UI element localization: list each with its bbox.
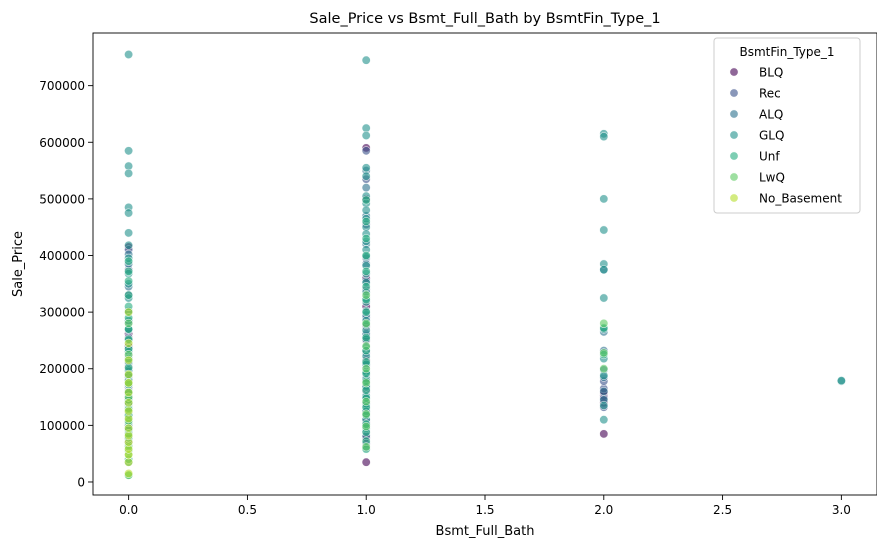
data-point <box>599 265 609 275</box>
legend-frame <box>713 37 861 214</box>
data-point <box>124 378 134 388</box>
data-point <box>599 194 609 204</box>
x-axis-label: Bsmt_Full_Bath <box>436 524 535 539</box>
y-tick-label: 0 <box>77 475 85 489</box>
data-point <box>599 348 609 358</box>
y-tick-label: 400000 <box>39 249 85 263</box>
y-tick-label: 500000 <box>39 192 85 206</box>
legend-label: GLQ <box>759 129 784 143</box>
legend-label: ALQ <box>759 108 783 122</box>
data-point <box>599 415 609 425</box>
data-point <box>124 146 134 156</box>
data-point <box>599 132 609 142</box>
data-point <box>124 355 134 365</box>
y-axis: 0 100000 200000 300000 400000 500000 600000 700… <box>39 79 93 489</box>
data-point <box>124 49 134 59</box>
y-tick-label: 200000 <box>39 362 85 376</box>
data-point <box>124 256 134 266</box>
y-tick-label: 300000 <box>39 306 85 320</box>
data-point <box>124 318 134 328</box>
data-point <box>361 378 371 388</box>
legend-label: BLQ <box>759 66 783 80</box>
plot-points <box>124 49 846 480</box>
data-point <box>124 240 134 250</box>
data-point <box>124 338 134 348</box>
data-point <box>599 429 609 439</box>
data-point <box>361 421 371 431</box>
y-axis-label: Sale_Price <box>11 231 26 297</box>
data-point <box>361 171 371 181</box>
data-point <box>361 307 371 317</box>
data-point <box>361 282 371 292</box>
x-tick-label: 0.0 <box>119 503 138 517</box>
legend-label: Unf <box>759 150 780 164</box>
legend: BsmtFin_Type_1 BLQ Rec ALQ GLQ Unf LwQ No_Base… <box>713 37 861 214</box>
x-tick-label: 1.5 <box>475 503 494 517</box>
data-point <box>124 168 134 178</box>
x-tick-label: 1.0 <box>357 503 376 517</box>
legend-items: BLQ Rec ALQ GLQ Unf LwQ No_Basement <box>729 66 842 206</box>
y-tick-label: 100000 <box>39 419 85 433</box>
data-point <box>124 406 134 416</box>
data-point <box>124 228 134 238</box>
legend-marker <box>729 172 739 182</box>
x-tick-label: 2.5 <box>713 503 732 517</box>
data-point <box>361 183 371 193</box>
legend-label: LwQ <box>759 171 785 185</box>
data-point <box>361 234 371 244</box>
data-point <box>361 266 371 276</box>
x-tick-label: 2.0 <box>594 503 613 517</box>
data-point <box>599 225 609 235</box>
data-point <box>599 400 609 410</box>
data-point <box>361 131 371 141</box>
data-point <box>361 205 371 215</box>
data-point <box>361 409 371 419</box>
data-point <box>599 293 609 303</box>
x-axis: 0.0 0.5 1.0 1.5 2.0 2.5 3.0 <box>119 495 851 517</box>
data-point <box>124 423 134 433</box>
y-tick-label: 600000 <box>39 136 85 150</box>
data-point <box>361 364 371 374</box>
data-point <box>124 398 134 408</box>
legend-title: BsmtFin_Type_1 <box>739 45 834 59</box>
data-point <box>361 251 371 261</box>
data-point <box>361 195 371 205</box>
data-point <box>124 387 134 397</box>
data-point <box>124 468 134 478</box>
data-point <box>361 457 371 467</box>
data-point <box>124 266 134 276</box>
legend-marker <box>729 151 739 161</box>
y-tick-label: 700000 <box>39 79 85 93</box>
data-point <box>124 369 134 379</box>
legend-marker <box>729 88 739 98</box>
data-point <box>599 386 609 396</box>
data-point <box>361 163 371 173</box>
data-point <box>361 333 371 343</box>
legend-marker <box>729 109 739 119</box>
chart-title: Sale_Price vs Bsmt_Full_Bath by BsmtFin_… <box>309 11 660 27</box>
data-point <box>361 146 371 156</box>
data-point <box>124 307 134 317</box>
legend-label: Rec <box>759 87 781 101</box>
legend-marker <box>729 67 739 77</box>
x-tick-label: 3.0 <box>832 503 851 517</box>
x-tick-label: 0.5 <box>238 503 257 517</box>
data-point <box>361 55 371 65</box>
data-point <box>361 318 371 328</box>
data-point <box>599 364 609 374</box>
data-point <box>124 290 134 300</box>
data-point <box>361 290 371 300</box>
legend-marker <box>729 130 739 140</box>
data-point <box>361 442 371 452</box>
data-point <box>361 341 371 351</box>
data-point <box>124 208 134 218</box>
data-point <box>361 397 371 407</box>
data-point <box>599 318 609 328</box>
legend-label: No_Basement <box>759 192 842 206</box>
data-point <box>124 276 134 286</box>
data-point <box>836 376 846 386</box>
legend-marker <box>729 193 739 203</box>
data-point <box>361 217 371 227</box>
